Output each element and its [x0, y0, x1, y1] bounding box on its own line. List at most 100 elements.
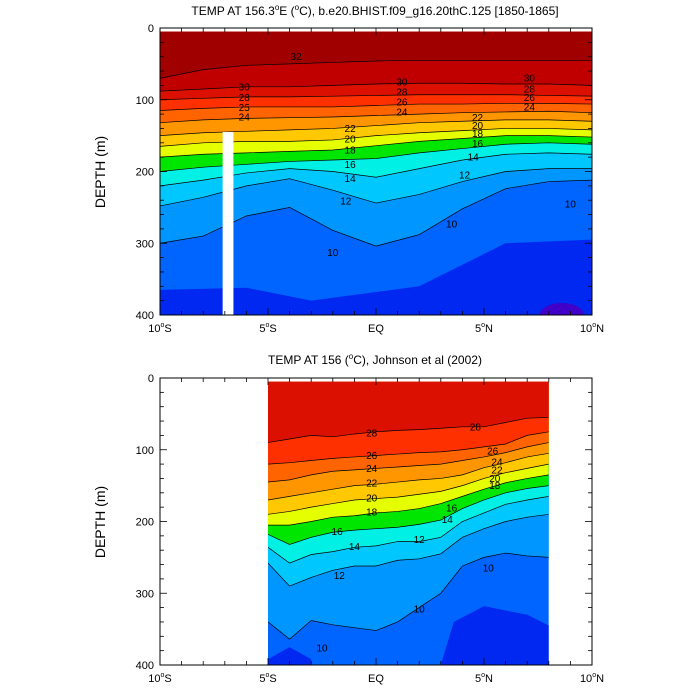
- contour-label: 26: [366, 451, 378, 462]
- x-tick-label: EQ: [368, 673, 384, 685]
- band-deepest: [539, 303, 584, 316]
- y-tick-label: 100: [136, 445, 154, 457]
- contour-label: 20: [366, 493, 378, 504]
- contour-label: 12: [340, 196, 352, 207]
- isotherm-16: [268, 485, 549, 545]
- contour-label: 14: [345, 174, 357, 185]
- plot-area: 2828262422201816141226242220181614121010…: [136, 373, 604, 685]
- y-axis-label: DEPTH (m): [92, 136, 108, 208]
- contour-label: 20: [489, 474, 501, 485]
- y-tick-label: 300: [136, 238, 154, 250]
- contour-label: 16: [446, 503, 458, 514]
- panel-observation: TEMP AT 156 (oC), Johnson et al (2002) D…: [92, 352, 604, 685]
- isotherm-26: [160, 102, 592, 111]
- contour-label: 14: [349, 542, 361, 553]
- contour-label: 20: [472, 121, 484, 132]
- contour-label: 18: [489, 481, 501, 492]
- contour-label: 12: [414, 535, 426, 546]
- contour-label: 18: [345, 145, 357, 156]
- y-tick-label: 100: [136, 95, 154, 107]
- chart-title: TEMP AT 156 (oC), Johnson et al (2002): [268, 352, 482, 367]
- x-tick-label: 10oN: [580, 322, 604, 335]
- contour-label: 24: [239, 112, 251, 123]
- band-32: [160, 31, 592, 79]
- isotherm-28: [268, 417, 549, 443]
- isotherm-22: [268, 452, 549, 501]
- contour-label: 24: [396, 107, 408, 118]
- isotherm-22: [160, 119, 592, 136]
- isotherm-20: [268, 463, 549, 515]
- contour-fill: 3230282524302826243028262422201816141222…: [160, 31, 592, 316]
- contour-label: 24: [366, 464, 378, 475]
- contour-label: 24: [491, 457, 503, 468]
- y-axis-label: DEPTH (m): [92, 486, 108, 558]
- isotherm-24: [160, 110, 592, 124]
- y-tick-label: 0: [148, 23, 154, 35]
- contour-label: 18: [366, 508, 378, 519]
- isotherm-10: [268, 552, 549, 640]
- contour-label: 22: [366, 478, 378, 489]
- x-tick-label: 10oN: [580, 672, 604, 685]
- contour-label: 30: [524, 74, 536, 85]
- contour-label: 18: [472, 129, 484, 140]
- x-tick-label: EQ: [368, 323, 384, 335]
- isotherm-32: [160, 59, 592, 79]
- ticks: [159, 377, 593, 666]
- isotherm-26: [268, 431, 549, 465]
- isotherm-12: [268, 513, 549, 587]
- contour-lines: [268, 417, 549, 640]
- isotherm-30: [160, 82, 592, 92]
- contour-label: 25: [239, 103, 251, 114]
- contour-label: 10: [483, 564, 495, 575]
- y-tick-label: 400: [136, 660, 154, 672]
- isotherm-14: [268, 496, 549, 564]
- y-tick-label: 300: [136, 588, 154, 600]
- contour-label: 30: [396, 77, 408, 88]
- contour-label: 26: [487, 447, 499, 458]
- contour-label: 28: [366, 429, 378, 440]
- contour-label: 22: [491, 465, 503, 476]
- contour-label: 16: [332, 527, 344, 538]
- y-tick-label: 200: [136, 517, 154, 529]
- contour-label: 26: [524, 93, 536, 104]
- contour-label: 26: [396, 97, 408, 108]
- contour-label: 14: [442, 515, 454, 526]
- band-below-8: [160, 239, 592, 315]
- contour-label: 28: [470, 422, 482, 433]
- contour-label: 24: [524, 102, 536, 113]
- contour-label: 16: [472, 139, 484, 150]
- isotherm-24: [268, 442, 549, 483]
- y-tick-label: 0: [148, 373, 154, 385]
- contour-label: 20: [345, 135, 357, 146]
- x-tick-label: 5oN: [475, 672, 493, 685]
- y-tick-label: 200: [136, 167, 154, 179]
- contour-label: 12: [459, 171, 471, 182]
- contour-label: 32: [291, 52, 303, 63]
- contour-label: 10: [565, 199, 577, 210]
- x-tick-label: 5oN: [475, 322, 493, 335]
- contour-label: 28: [239, 93, 251, 104]
- band-below-8: [268, 647, 312, 665]
- chart-title: TEMP AT 156.3oE (oC), b.e20.BHIST.f09_g1…: [191, 3, 558, 18]
- band-28: [268, 381, 549, 443]
- contour-label: 12: [334, 571, 346, 582]
- isotherm-28: [160, 94, 592, 101]
- contour-label: 14: [468, 153, 480, 164]
- missing-data-column: [222, 132, 234, 315]
- plot-area: 3230282524302826243028262422201816141222…: [136, 23, 604, 335]
- panel-model: TEMP AT 156.3oE (oC), b.e20.BHIST.f09_g1…: [92, 3, 604, 335]
- x-tick-label: 10oS: [148, 322, 172, 335]
- contour-label: 22: [345, 124, 357, 135]
- contour-label: 16: [345, 160, 357, 171]
- isotherm-18: [268, 474, 549, 526]
- y-tick-label: 400: [136, 310, 154, 322]
- contour-label: 30: [239, 82, 251, 93]
- contour-label: 10: [446, 219, 458, 230]
- contour-label: 28: [396, 87, 408, 98]
- contour-label: 10: [327, 248, 339, 259]
- ticks: [159, 27, 593, 316]
- x-tick-label: 5oS: [259, 322, 276, 335]
- contour-fill: 2828262422201816141226242220181614121010…: [268, 381, 549, 665]
- x-tick-label: 5oS: [259, 672, 276, 685]
